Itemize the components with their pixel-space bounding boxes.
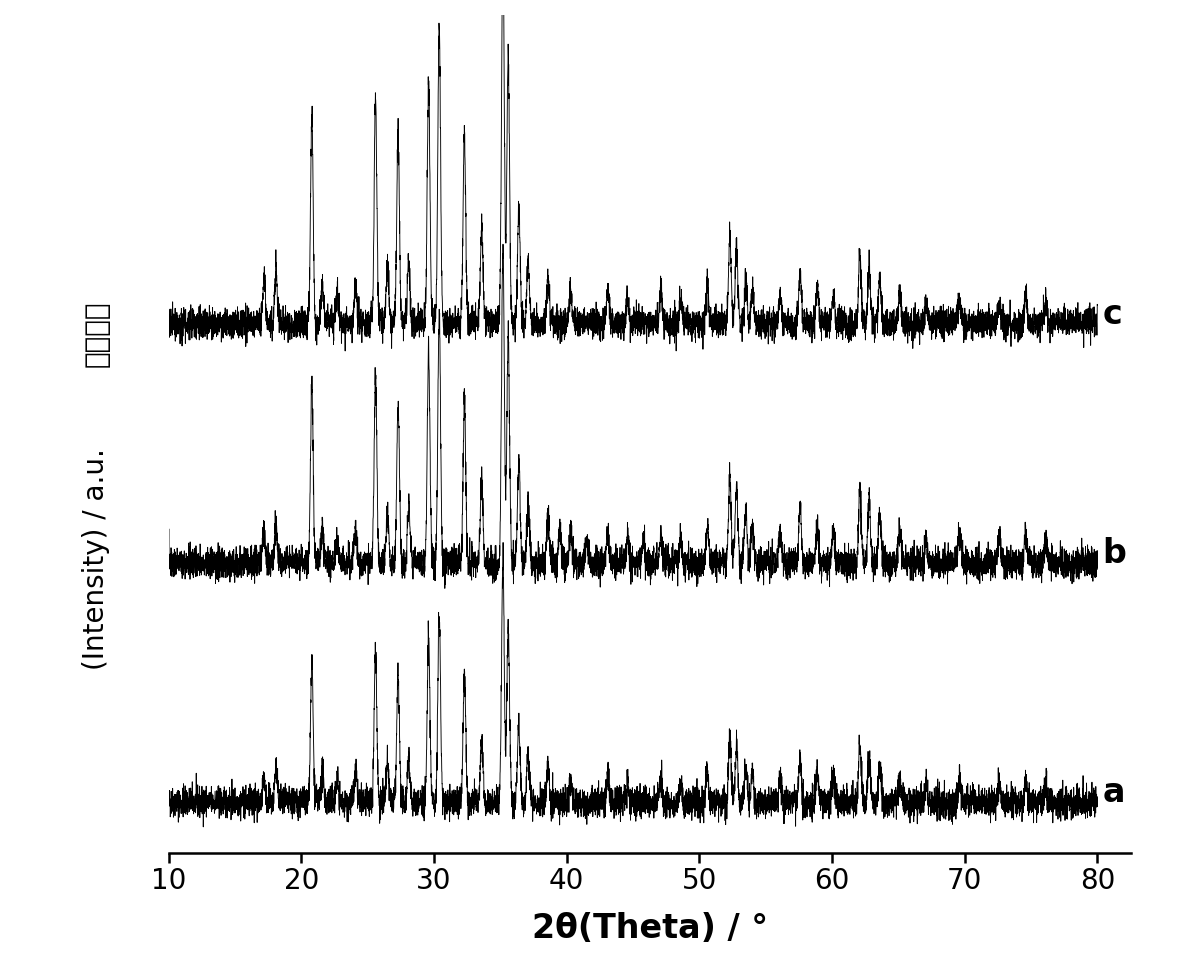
- Text: b: b: [1103, 537, 1127, 570]
- Text: a: a: [1103, 777, 1125, 809]
- X-axis label: 2θ(Theta) / °: 2θ(Theta) / °: [531, 912, 768, 945]
- Text: c: c: [1103, 298, 1122, 330]
- Text: (Intensity) / a.u.: (Intensity) / a.u.: [83, 448, 110, 670]
- Text: 相对强度: 相对强度: [83, 300, 110, 367]
